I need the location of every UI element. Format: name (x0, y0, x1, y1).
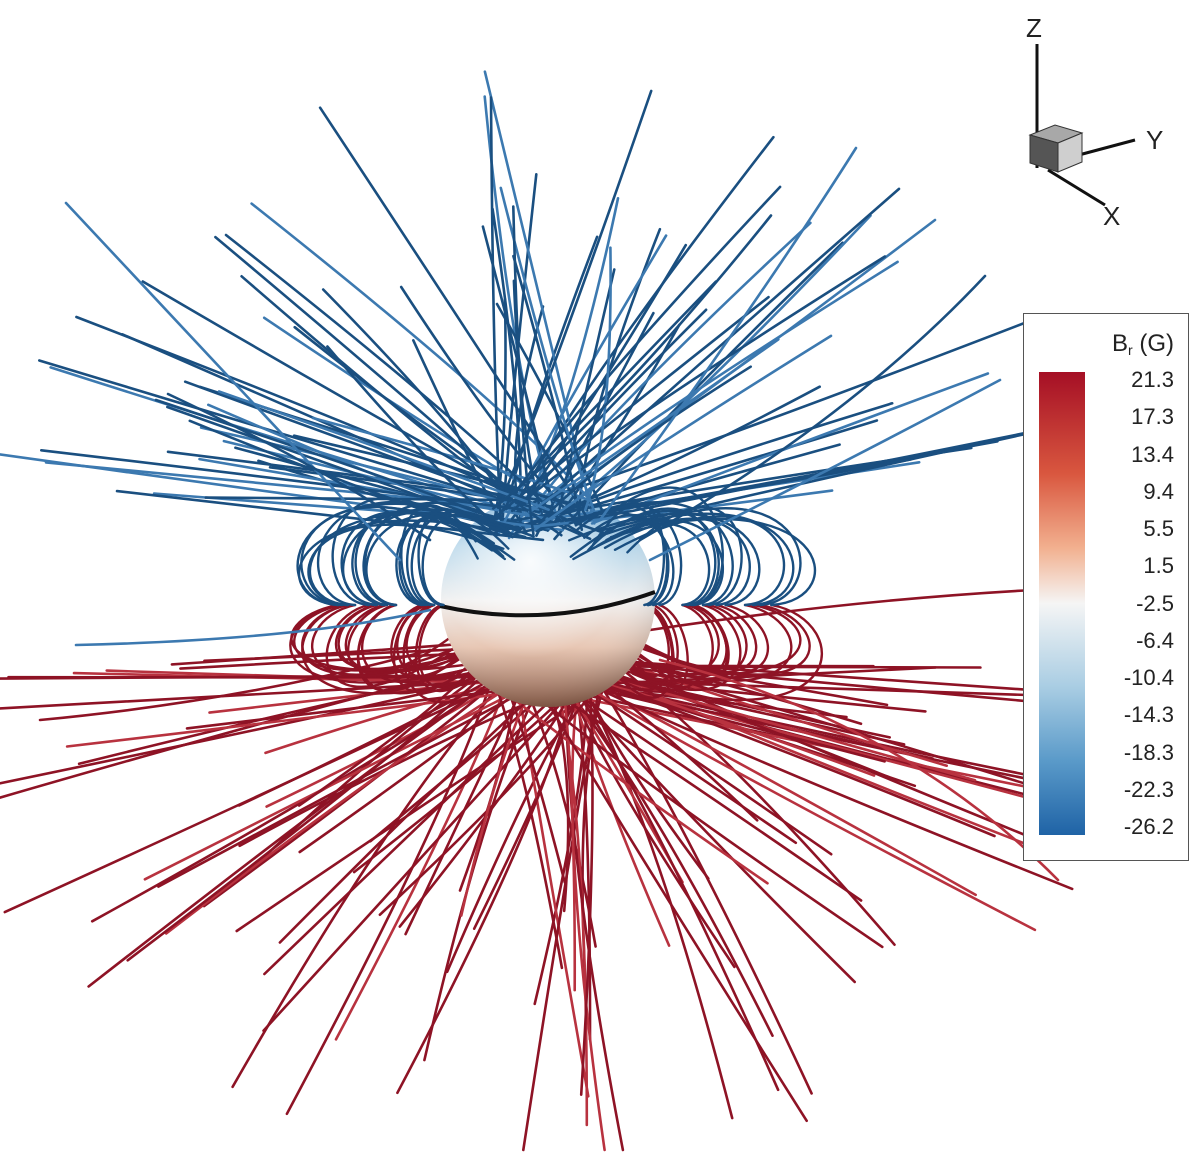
colorbar-tick-label: 9.4 (1143, 478, 1174, 504)
field-line (598, 427, 1052, 533)
field-line (534, 365, 752, 530)
field-line (568, 512, 761, 607)
field-line (38, 648, 432, 722)
field-line (627, 603, 689, 692)
field-line (609, 517, 817, 607)
north-field-lines (0, 70, 1078, 647)
field-line (638, 274, 987, 542)
field-line (402, 603, 512, 704)
field-line (334, 678, 510, 1041)
colorbar-tick-label: 13.4 (1131, 441, 1174, 467)
colorbar-tick-label: -6.4 (1136, 627, 1174, 653)
field-line (530, 673, 808, 1123)
field-line (625, 603, 758, 674)
field-line (583, 513, 670, 607)
field-line (490, 672, 564, 970)
field-line (300, 505, 482, 607)
colorbar-legend: Br (G) 21.3 17.3 13.4 9.4 5.5 1.5 -2.5 -6.4 -10.… (1023, 313, 1189, 861)
field-line (574, 503, 683, 607)
field-line (292, 434, 579, 507)
field-line (316, 500, 514, 607)
colorbar-tick-label: -22.3 (1123, 776, 1174, 802)
field-line (290, 603, 518, 672)
field-line (166, 392, 432, 542)
field-line (340, 511, 494, 607)
field-line (0, 675, 497, 785)
field-line (511, 205, 535, 536)
colorbar-tick-label: 5.5 (1143, 516, 1174, 541)
field-line (141, 280, 558, 518)
field-line (610, 486, 724, 607)
field-line (512, 254, 584, 532)
field-line (217, 390, 550, 511)
axis-label-z: Z (1026, 13, 1042, 43)
equator-line (439, 590, 656, 618)
field-line (400, 504, 477, 607)
field-line (590, 372, 990, 525)
colorbar-tick-label: 1.5 (1143, 553, 1174, 579)
axis-triad (1028, 44, 1136, 207)
field-line (311, 603, 507, 678)
field-line (617, 603, 675, 699)
field-line (318, 106, 587, 517)
field-line (285, 670, 496, 1116)
field-line (574, 501, 734, 607)
field-line (64, 201, 402, 562)
field-line (414, 603, 498, 693)
colorbar-tick-label: -26.2 (1123, 814, 1174, 839)
field-line (631, 603, 742, 692)
field-line (585, 603, 714, 693)
field-line (224, 233, 566, 526)
field-line (491, 214, 773, 510)
colorbar-tick-label: 21.3 (1131, 367, 1174, 392)
field-line (648, 378, 1002, 562)
field-line (519, 260, 899, 518)
colorbar-tick-label: -14.3 (1123, 702, 1174, 728)
field-line (528, 338, 780, 514)
field-line (231, 676, 509, 1089)
field-line (658, 658, 1060, 882)
field-line (648, 588, 1035, 632)
field-line (334, 603, 487, 671)
field-line (605, 512, 795, 607)
field-line (489, 96, 503, 522)
field-line (598, 146, 858, 522)
colorbar-tick-label: -2.5 (1136, 590, 1174, 616)
colorbar-tick-label: 17.3 (1131, 404, 1174, 430)
axis-label-y: Y (1146, 125, 1164, 155)
colorbar-tick-label: -18.3 (1123, 739, 1174, 765)
field-line (418, 603, 504, 688)
colorbar-gradient (1039, 372, 1085, 835)
field-line (568, 511, 675, 607)
field-line (74, 608, 432, 647)
field-line (237, 677, 494, 807)
colorbar-tick-label: -10.4 (1123, 665, 1174, 690)
field-line (293, 603, 467, 672)
colorbar-title: Br (G) (1111, 330, 1174, 358)
field-line (612, 603, 824, 702)
field-line (623, 603, 802, 676)
axis-label-x: X (1103, 201, 1121, 231)
field-line (164, 686, 509, 935)
field-line (262, 316, 572, 512)
field-line (540, 187, 901, 507)
field-line (605, 603, 729, 686)
colorbar-tick-labels: 21.3 17.3 13.4 9.4 5.5 1.5 -2.5 -6.4 -10.4 -14.3 -… (1084, 367, 1174, 839)
field-line (87, 678, 496, 988)
field-line (510, 255, 887, 513)
field-line (301, 603, 483, 695)
